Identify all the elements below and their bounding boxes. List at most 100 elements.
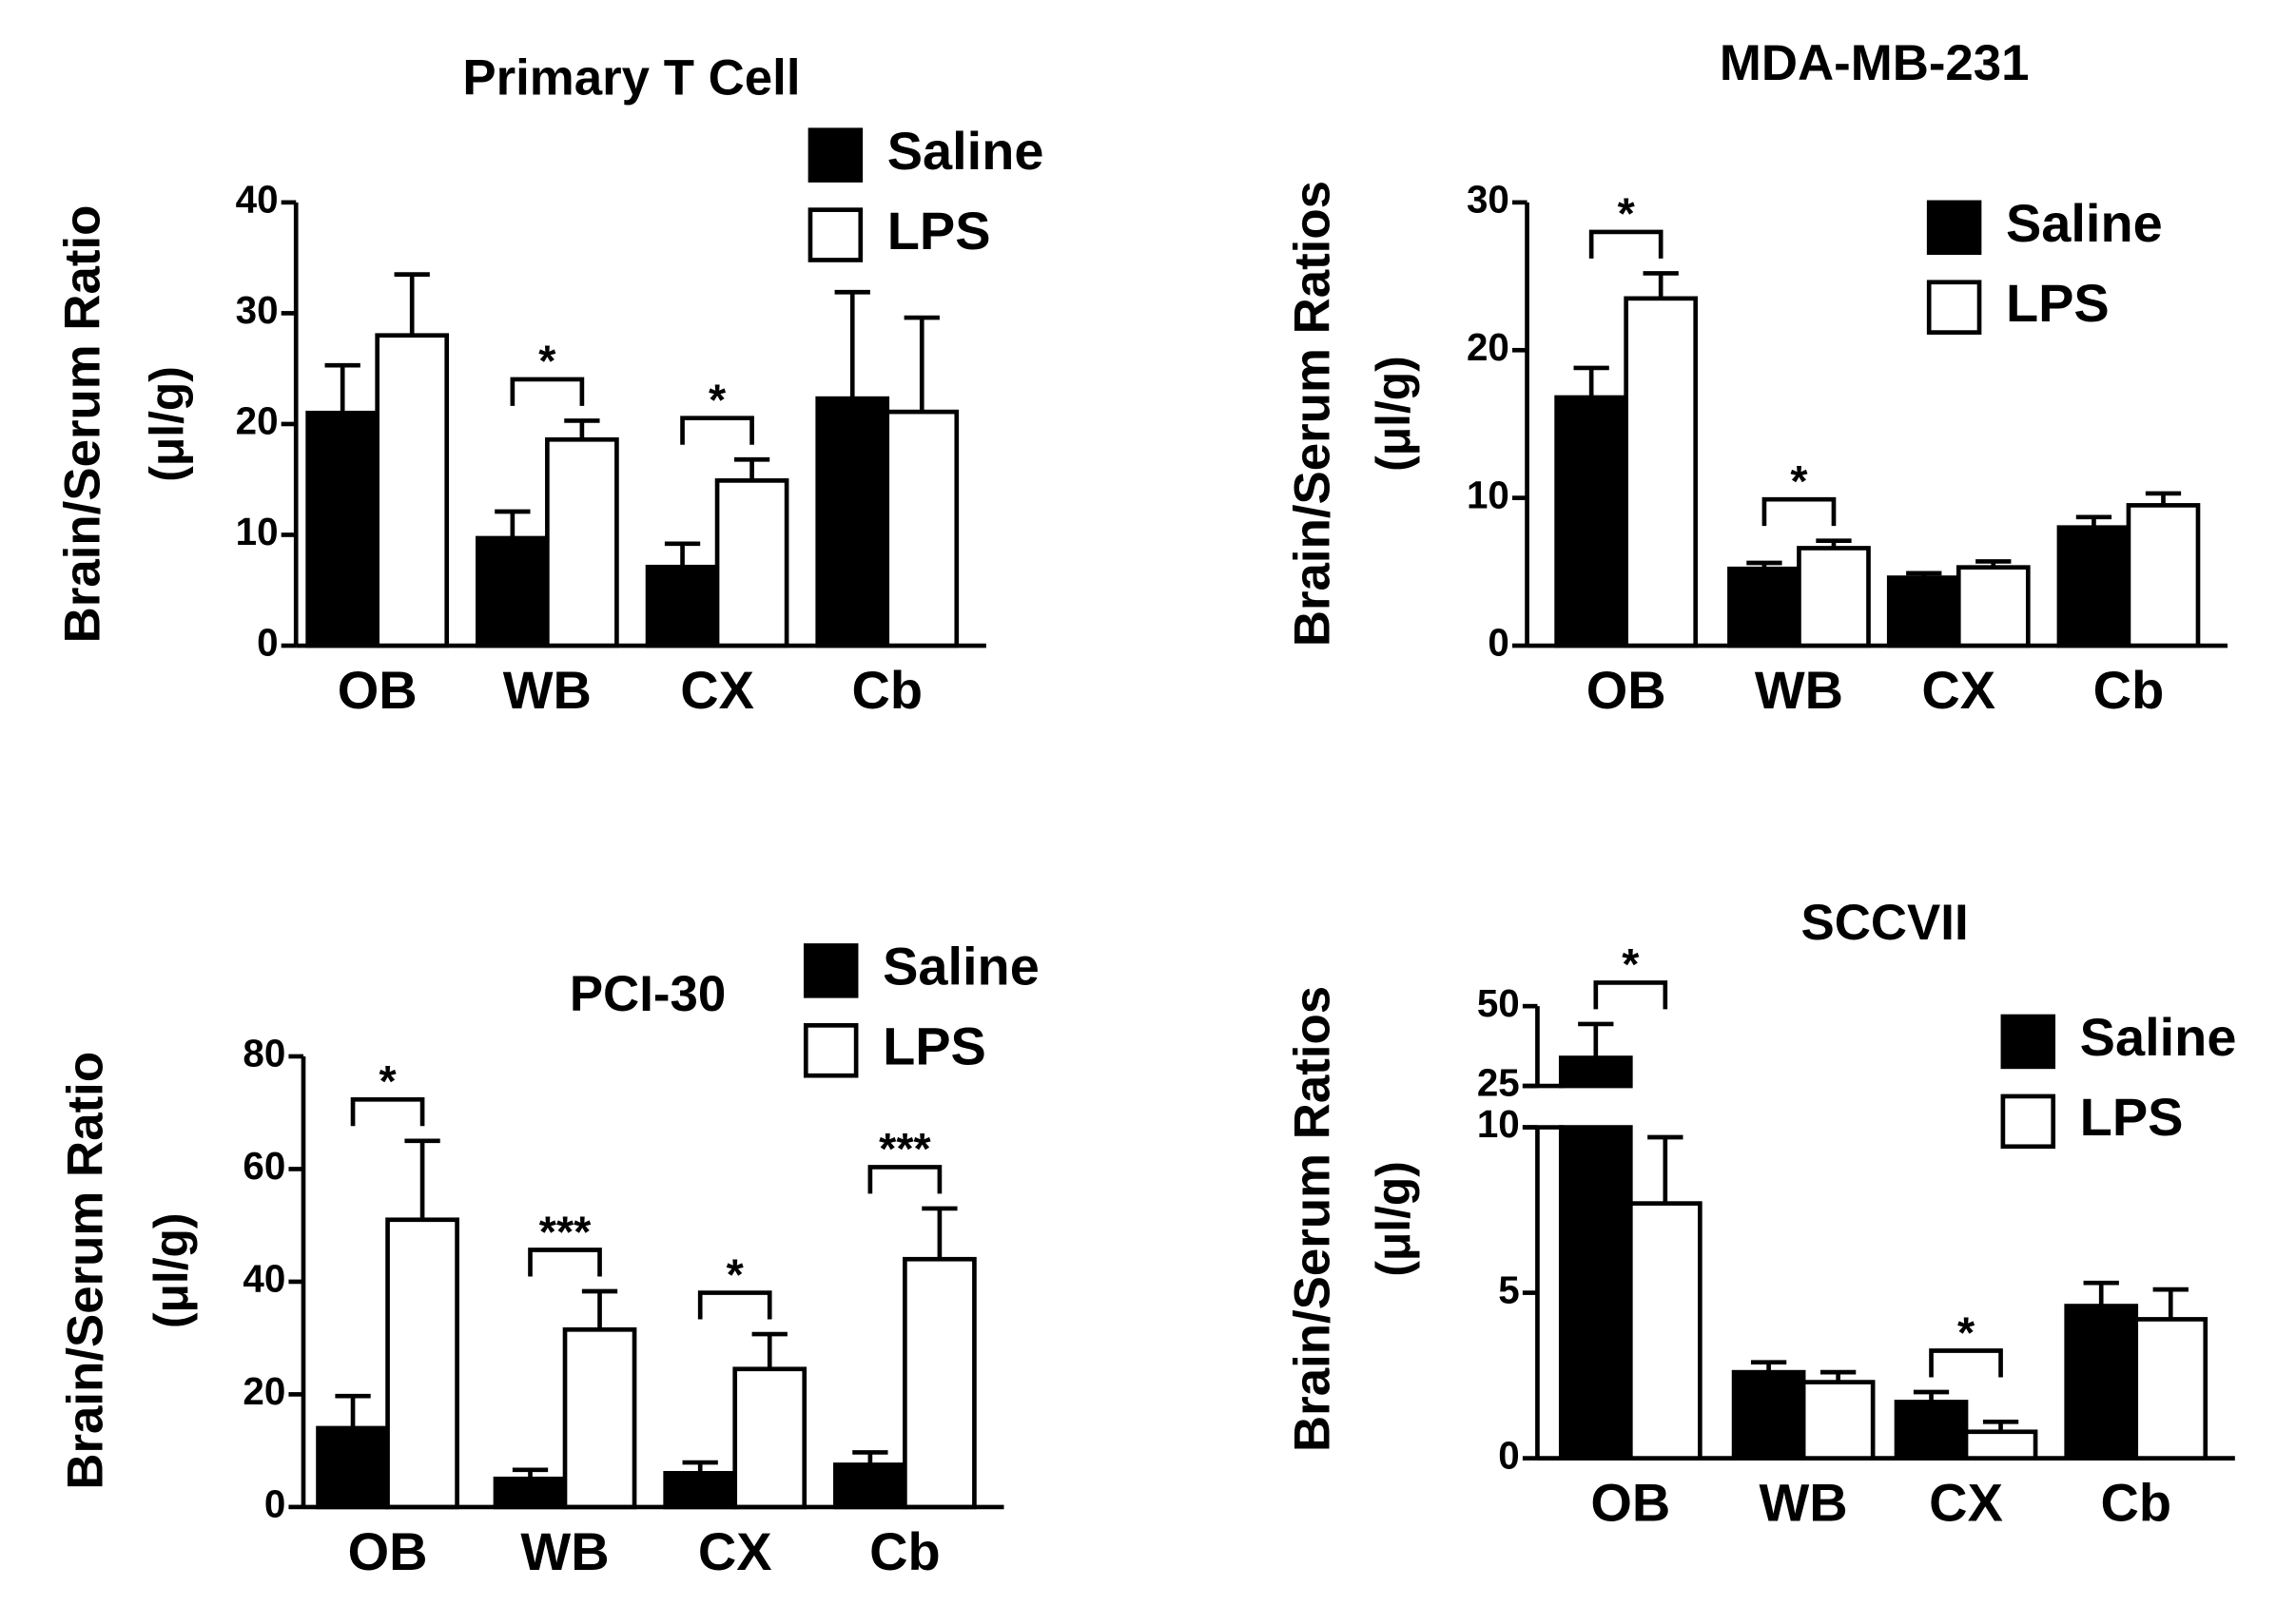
bar bbox=[663, 1471, 738, 1510]
y-tick-label: 40 bbox=[243, 1257, 285, 1301]
legend-swatch bbox=[1926, 280, 1982, 335]
bar bbox=[833, 1462, 907, 1510]
significance-bracket bbox=[350, 1097, 425, 1127]
y-tick-label: 10 bbox=[1477, 1102, 1520, 1146]
significance-bracket bbox=[528, 1248, 602, 1277]
legend-label: Saline bbox=[2006, 193, 2163, 253]
x-tick-label: CX bbox=[698, 1521, 772, 1581]
x-tick-label: CX bbox=[1921, 660, 1995, 720]
bar bbox=[1731, 1369, 1806, 1461]
y-tick-label: 20 bbox=[243, 1369, 285, 1413]
y-tick-label: 0 bbox=[1488, 621, 1508, 665]
x-tick-label: OB bbox=[348, 1521, 428, 1581]
y-axis-label: (μl/g) bbox=[145, 1213, 198, 1329]
bar bbox=[385, 1217, 459, 1510]
legend-label: LPS bbox=[2006, 273, 2110, 333]
y-tick-label: 5 bbox=[1498, 1267, 1519, 1311]
x-tick-label: OB bbox=[1590, 1473, 1670, 1533]
bar bbox=[1894, 1400, 1969, 1461]
bar bbox=[316, 1425, 390, 1510]
y-tick-label: 30 bbox=[1467, 178, 1509, 222]
bar bbox=[476, 535, 550, 648]
bar bbox=[714, 478, 789, 648]
legend-label: LPS bbox=[2080, 1087, 2184, 1147]
bar bbox=[1963, 1429, 2038, 1461]
y-tick-label: 0 bbox=[257, 621, 278, 665]
legend-label: LPS bbox=[887, 201, 991, 261]
x-tick-label: Cb bbox=[851, 660, 923, 720]
significance-label: * bbox=[1957, 1307, 1975, 1357]
y-tick-label: 30 bbox=[236, 288, 279, 332]
bar bbox=[732, 1366, 807, 1510]
x-tick-label: CX bbox=[1929, 1473, 2003, 1533]
significance-label: * bbox=[538, 337, 556, 386]
y-axis-label: (μl/g) bbox=[1367, 1161, 1420, 1277]
y-axis-label: (μl/g) bbox=[1367, 356, 1420, 472]
bar bbox=[2056, 525, 2131, 648]
y-tick-label: 10 bbox=[236, 510, 279, 553]
significance-label: *** bbox=[539, 1207, 592, 1256]
legend-swatch bbox=[2000, 1093, 2056, 1150]
chart-title: SCCVII bbox=[1801, 895, 1969, 951]
legend-label: Saline bbox=[2080, 1007, 2237, 1067]
significance-label: * bbox=[1622, 939, 1640, 989]
y-tick-label: 40 bbox=[236, 178, 279, 222]
y-tick-label: 50 bbox=[1477, 981, 1520, 1025]
significance-bracket bbox=[1593, 980, 1668, 1010]
x-tick-label: Cb bbox=[2093, 660, 2165, 720]
significance-label: * bbox=[727, 1249, 745, 1299]
bar bbox=[2133, 1317, 2208, 1461]
bar bbox=[903, 1256, 977, 1510]
significance-bracket bbox=[1761, 496, 1837, 527]
x-tick-label: Cb bbox=[2100, 1473, 2171, 1533]
significance-label: * bbox=[1790, 456, 1808, 506]
bar bbox=[1558, 1125, 1633, 1461]
bar bbox=[1797, 546, 1871, 648]
legend-swatch bbox=[803, 943, 859, 998]
bar bbox=[815, 396, 890, 648]
legend-swatch bbox=[807, 207, 864, 262]
x-tick-label: CX bbox=[680, 660, 754, 720]
significance-label: *** bbox=[879, 1124, 931, 1173]
chart-title: MDA-MB-231 bbox=[1720, 35, 2030, 91]
bar bbox=[2126, 503, 2201, 648]
legend-swatch bbox=[1926, 200, 1982, 256]
bar bbox=[305, 410, 380, 648]
bar bbox=[375, 333, 450, 648]
bar bbox=[1627, 1201, 1703, 1461]
y-axis-label: Brain/Serum Ratios bbox=[1284, 181, 1340, 647]
legend-label: Saline bbox=[883, 937, 1040, 996]
significance-bracket bbox=[510, 377, 585, 406]
y-axis-label: (μl/g) bbox=[140, 366, 193, 482]
y-axis-label: Brain/Serum Ratio bbox=[58, 1052, 114, 1490]
significance-bracket bbox=[680, 416, 754, 445]
x-tick-label: Cb bbox=[869, 1521, 941, 1581]
bar bbox=[885, 409, 960, 648]
x-tick-label: WB bbox=[503, 660, 592, 720]
legend-label: Saline bbox=[887, 121, 1044, 181]
legend-swatch bbox=[807, 127, 864, 183]
bar bbox=[1800, 1380, 1876, 1461]
y-tick-label: 0 bbox=[264, 1482, 285, 1526]
bar bbox=[2064, 1304, 2139, 1461]
bar bbox=[545, 436, 619, 648]
legend-label: LPS bbox=[883, 1016, 986, 1076]
significance-bracket bbox=[1929, 1348, 2003, 1378]
x-tick-label: OB bbox=[338, 660, 418, 720]
bar bbox=[493, 1476, 568, 1510]
y-tick-label: 0 bbox=[1498, 1433, 1519, 1477]
bar bbox=[1955, 565, 2031, 648]
significance-bracket bbox=[867, 1165, 943, 1194]
legend-swatch bbox=[803, 1023, 859, 1078]
y-tick-label: 20 bbox=[236, 399, 279, 443]
x-tick-label: WB bbox=[1760, 1473, 1848, 1533]
y-tick-label: 25 bbox=[1477, 1061, 1520, 1105]
legend-swatch bbox=[2000, 1014, 2056, 1070]
chart-title: PCI-30 bbox=[570, 966, 726, 1022]
y-axis-label: Brain/Serum Ratios bbox=[1284, 986, 1340, 1452]
bar bbox=[1558, 1055, 1633, 1089]
y-tick-label: 60 bbox=[243, 1144, 285, 1188]
bar bbox=[1554, 395, 1628, 648]
y-tick-label: 10 bbox=[1467, 473, 1509, 516]
bar bbox=[645, 564, 720, 648]
